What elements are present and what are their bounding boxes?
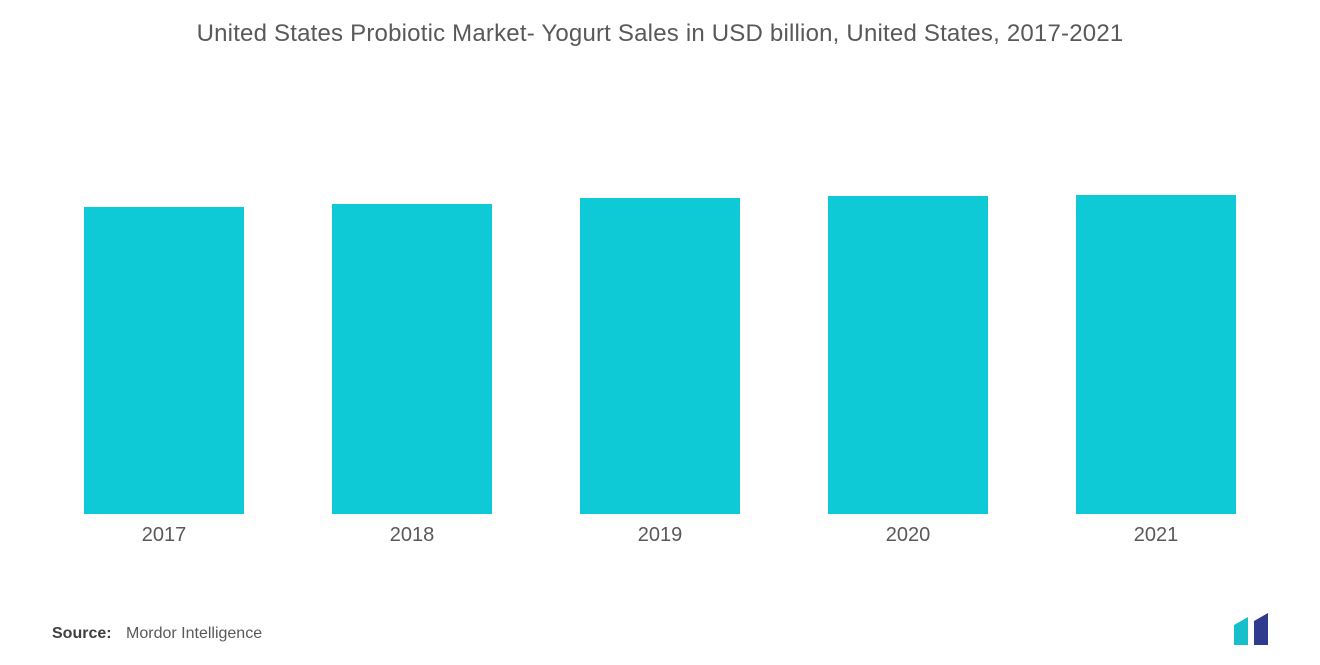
bar-slot xyxy=(40,88,288,514)
bar xyxy=(580,198,740,514)
x-axis-labels: 20172018201920202021 xyxy=(40,514,1280,558)
bars-row xyxy=(40,88,1280,514)
chart-title: United States Probiotic Market- Yogurt S… xyxy=(40,20,1280,48)
x-tick-label: 2019 xyxy=(536,514,784,547)
source-label: Source: xyxy=(52,625,112,642)
brand-logo xyxy=(1230,611,1284,645)
bar xyxy=(1076,195,1236,515)
source-footer: Source: Mordor Intelligence xyxy=(52,625,262,643)
plot-area: 20172018201920202021 xyxy=(40,88,1280,558)
bar xyxy=(332,204,492,514)
bar-slot xyxy=(784,88,1032,514)
bar-slot xyxy=(288,88,536,514)
bar xyxy=(84,207,244,514)
bar-slot xyxy=(1032,88,1280,514)
x-tick-label: 2018 xyxy=(288,514,536,547)
x-tick-label: 2021 xyxy=(1032,514,1280,547)
bar xyxy=(828,196,988,514)
bar-slot xyxy=(536,88,784,514)
x-tick-label: 2017 xyxy=(40,514,288,547)
chart-container: United States Probiotic Market- Yogurt S… xyxy=(0,0,1320,665)
source-value: Mordor Intelligence xyxy=(126,625,262,642)
x-tick-label: 2020 xyxy=(784,514,1032,547)
